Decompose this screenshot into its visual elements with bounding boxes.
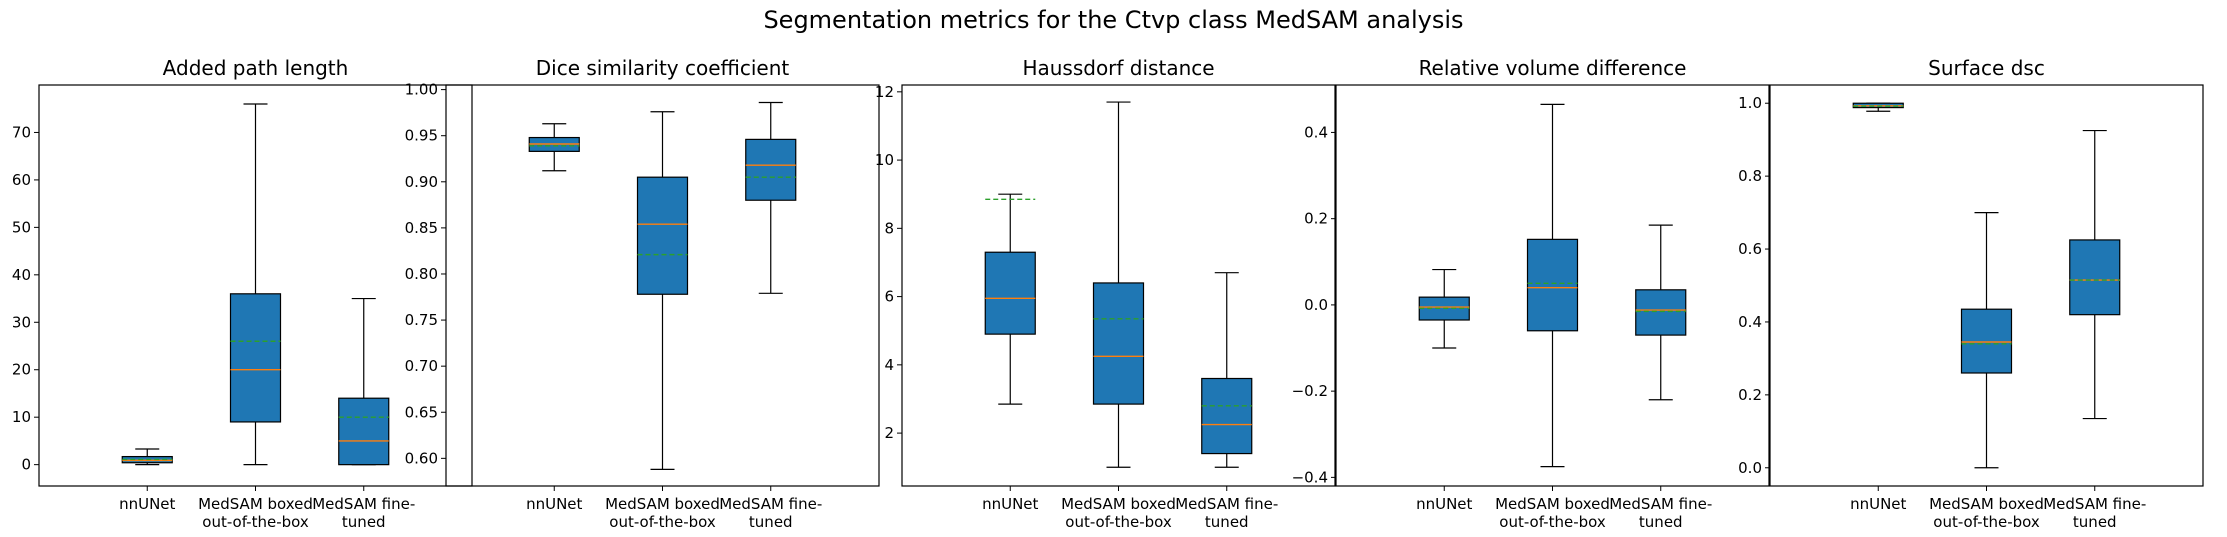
y-tick-label: −0.4	[1292, 468, 1328, 486]
y-tick-label: 0.75	[405, 311, 438, 329]
y-tick-label: 1.00	[405, 81, 438, 99]
box-3	[745, 101, 797, 294]
box-1	[121, 448, 173, 466]
y-tick-label: 4	[884, 356, 894, 374]
y-tick-label: −0.2	[1292, 382, 1328, 400]
y-tick-label: 0	[21, 456, 31, 474]
y-tick-label: 12	[875, 83, 894, 101]
box-2	[1526, 103, 1579, 468]
x-tick-label: MedSAM boxed out-of-the-box	[605, 495, 720, 531]
y-tick-label: 0.6	[1738, 240, 1762, 258]
y-tick-label: 40	[12, 266, 31, 284]
box-3	[1201, 272, 1253, 468]
x-tick-label: MedSAM boxed out-of-the-box	[198, 495, 313, 531]
y-tick-label: 0.0	[1738, 459, 1762, 477]
box-2	[1960, 211, 2013, 469]
iqr-box	[1526, 238, 1579, 332]
x-tick-label: nnUNet	[1416, 495, 1472, 513]
iqr-box	[1201, 377, 1253, 455]
y-tick-label: 0.2	[1304, 210, 1328, 228]
panel-title: Surface dsc	[1928, 56, 2045, 80]
iqr-box	[338, 397, 390, 466]
y-tick-label: 8	[884, 219, 894, 237]
axes-frame	[901, 84, 1336, 487]
iqr-box	[745, 138, 797, 201]
box-1	[1852, 102, 1904, 112]
y-tick-label: 0.90	[405, 173, 438, 191]
figure-title: Segmentation metrics for the Ctvp class …	[763, 6, 1464, 34]
x-tick-label: MedSAM boxed out-of-the-box	[1495, 495, 1610, 531]
y-tick-label: 0.85	[405, 219, 438, 237]
x-tick-label: MedSAM fine-tuned	[1609, 495, 1712, 531]
box-3	[338, 297, 390, 466]
box-2	[1092, 101, 1145, 468]
y-tick-label: 10	[875, 151, 894, 169]
y-tick-label: 50	[12, 218, 31, 236]
iqr-box	[636, 176, 689, 295]
y-tick-label: 0.4	[1304, 123, 1328, 141]
y-tick-label: 30	[12, 313, 31, 331]
y-tick-label: 0.0	[1304, 296, 1328, 314]
y-tick-label: 20	[12, 361, 31, 379]
x-tick-label: nnUNet	[982, 495, 1038, 513]
y-tick-label: 1.0	[1738, 94, 1762, 112]
axes-frame	[38, 84, 473, 487]
box-2	[229, 103, 282, 466]
y-tick-label: 0.95	[405, 127, 438, 145]
y-tick-label: 0.2	[1738, 386, 1762, 404]
y-tick-label: 0.80	[405, 265, 438, 283]
iqr-box	[1635, 289, 1687, 336]
axes-frame	[1335, 84, 1770, 487]
y-tick-label: 0.60	[405, 449, 438, 467]
x-tick-label: MedSAM fine-tuned	[312, 495, 415, 531]
x-tick-label: nnUNet	[1850, 495, 1906, 513]
chart-panel-1: Added path length 0 10 20 30 40 50 60 70 nnUNet Me…	[12, 56, 473, 531]
axes-frame	[445, 84, 880, 487]
panel-title: Dice similarity coefficient	[536, 56, 790, 80]
iqr-box	[229, 293, 282, 423]
chart-panel-4: Relative volume difference −0.4 −0.2 0.0 0.2…	[1292, 56, 1770, 531]
x-tick-label: nnUNet	[526, 495, 582, 513]
panel-title: Haussdorf distance	[1022, 56, 1214, 80]
box-3	[1635, 224, 1687, 401]
box-2	[636, 111, 689, 471]
box-1	[528, 123, 580, 172]
y-tick-label: 2	[884, 424, 894, 442]
x-tick-label: MedSAM fine-tuned	[2043, 495, 2146, 531]
x-tick-label: MedSAM fine-tuned	[719, 495, 822, 531]
y-tick-label: 70	[12, 123, 31, 141]
y-tick-label: 10	[12, 408, 31, 426]
panel-title: Added path length	[163, 56, 349, 80]
iqr-box	[1092, 282, 1145, 405]
chart-panel-3: Haussdorf distance 2 4 6 8 10 12 nnUNet MedSAM b…	[875, 56, 1336, 531]
iqr-box	[2069, 239, 2121, 316]
axes-frame	[1769, 84, 2204, 487]
y-tick-label: 6	[884, 288, 894, 306]
x-tick-label: MedSAM fine-tuned	[1175, 495, 1278, 531]
x-tick-label: MedSAM boxed out-of-the-box	[1929, 495, 2044, 531]
box-1	[1418, 268, 1470, 349]
x-tick-label: nnUNet	[119, 495, 175, 513]
chart-panel-2: Dice similarity coefficient 0.60 0.65 0.70 0…	[405, 56, 880, 531]
y-tick-label: 0.65	[405, 403, 438, 421]
panel-title: Relative volume difference	[1419, 56, 1687, 80]
chart-panel-5: Surface dsc 0.0 0.2 0.4 0.6 0.8 1.0 nnUNet MedSA…	[1738, 56, 2204, 531]
y-tick-label: 60	[12, 171, 31, 189]
y-tick-label: 0.8	[1738, 167, 1762, 185]
iqr-box	[984, 251, 1036, 335]
x-tick-label: MedSAM boxed out-of-the-box	[1061, 495, 1176, 531]
box-1	[984, 193, 1036, 405]
y-tick-label: 0.70	[405, 357, 438, 375]
y-tick-label: 0.4	[1738, 313, 1762, 331]
iqr-box	[1960, 308, 2013, 374]
box-3	[2069, 129, 2121, 420]
